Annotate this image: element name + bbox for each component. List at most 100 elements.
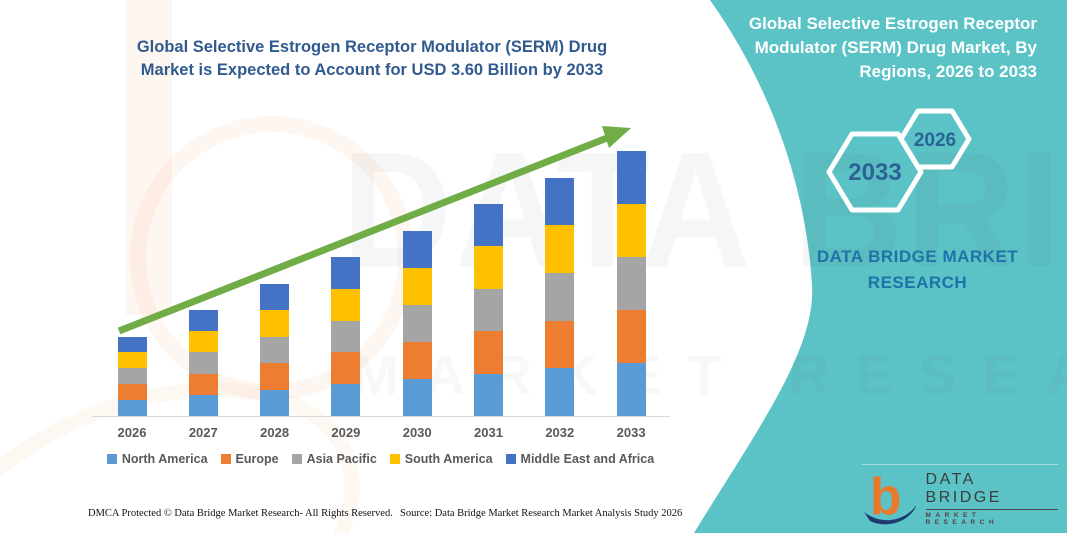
segment-asia-pacific [188,352,218,374]
segment-south-america [117,352,147,369]
logo-text: DATA BRIDGE MARKET RESEARCH [925,471,1058,526]
x-axis-label-2030: 2030 [402,425,432,440]
x-axis-line [92,416,670,417]
legend-label: Middle East and Africa [520,452,655,466]
segment-north-america [474,373,503,416]
legend-item-middle-east-and-africa: Middle East and Africa [505,452,655,466]
segment-asia-pacific [545,272,575,321]
panel-title-line1: Global Selective Estrogen Receptor [748,14,1037,33]
legend-swatch-icon [291,454,302,464]
segment-asia-pacific [616,257,646,311]
panel-title-line2: Modulator (SERM) Drug Market, By [754,38,1037,58]
panel-title: Global Selective Estrogen Receptor Modul… [717,12,1037,84]
segment-middle-east-and-africa [260,283,290,311]
legend-label: North America [121,452,208,466]
segment-europe [331,352,361,385]
segment-middle-east-and-africa [117,336,147,353]
footer-dmca-text: DMCA Protected © Data Bridge Market Rese… [88,508,393,519]
segment-europe [402,341,432,379]
bar-2027 [188,310,218,416]
segment-north-america [188,394,218,416]
segment-south-america [188,331,218,353]
bar-2026 [117,336,147,416]
legend-item-north-america: North America [106,452,208,466]
x-axis-label-2033: 2033 [616,425,646,440]
segment-middle-east-and-africa [474,204,503,247]
svg-text:b: b [870,472,902,525]
logo-tagline: MARKET RESEARCH [925,512,999,526]
segment-middle-east-and-africa [402,230,432,268]
segment-north-america [616,363,646,416]
segment-europe [117,384,147,401]
x-axis-label-2029: 2029 [331,425,361,440]
segment-north-america [545,368,575,416]
legend-swatch-icon [106,454,117,464]
segment-asia-pacific [331,320,361,353]
segment-asia-pacific [260,336,290,364]
hexagon-2033-label: 2033 [848,159,901,186]
segment-north-america [402,378,432,416]
segment-asia-pacific [474,288,503,332]
year-hexagons: 2033 2026 [826,108,972,213]
segment-europe [474,331,503,374]
company-logo: b DATA BRIDGE MARKET RESEARCH [862,464,1058,526]
segment-south-america [474,246,503,289]
segment-asia-pacific [402,304,432,342]
hexagon-2033 [826,131,924,213]
x-axis-label-2028: 2028 [260,425,290,440]
segment-middle-east-and-africa [545,177,575,226]
legend-item-south-america: South America [389,452,493,466]
legend-item-europe: Europe [220,452,279,466]
segment-south-america [402,267,432,305]
segment-europe [545,320,575,369]
segment-north-america [260,389,290,416]
chart-title: Global Selective Estrogen Receptor Modul… [88,36,656,83]
hexagon-2026-label: 2026 [914,130,956,151]
chart-title-line1: Global Selective Estrogen Receptor Modul… [136,38,608,56]
x-axis-label-2031: 2031 [474,425,503,440]
legend-label: Europe [235,452,279,466]
legend-swatch-icon [220,454,231,464]
logo-b-icon: b [863,472,917,525]
bar-2032 [545,177,575,416]
x-axis-label-2032: 2032 [545,425,575,440]
footer-source-text: Source: Data Bridge Market Research Mark… [400,508,683,519]
chart-title-line2: Market is Expected to Account for USD 3.… [140,61,604,80]
panel-title-line3: Regions, 2026 to 2033 [859,62,1037,82]
legend-swatch-icon [389,454,400,464]
segment-europe [260,363,290,390]
segment-north-america [117,400,147,416]
bar-2029 [331,257,361,416]
legend-label: Asia Pacific [306,452,377,466]
segment-asia-pacific [117,368,147,385]
chart-legend: North America Europe Asia Pacific South Ame… [88,452,673,466]
brand-text: DATA BRIDGE MARKET RESEARCH [770,244,1065,295]
x-axis-label-2027: 2027 [188,425,218,440]
segment-south-america [260,310,290,337]
segment-europe [616,310,646,363]
logo-name: DATA BRIDGE [925,471,1058,510]
legend-swatch-icon [505,454,516,464]
brand-text-line2: RESEARCH [867,272,968,292]
bar-2033 [616,151,646,416]
bar-2028 [260,283,290,416]
segment-south-america [545,225,575,273]
brand-text-line1: DATA BRIDGE MARKET [816,247,1019,266]
bar-2031 [474,204,503,416]
hexagon-2026 [898,108,972,170]
legend-item-asia-pacific: Asia Pacific [291,452,377,466]
segment-south-america [331,288,361,321]
x-axis-label-2026: 2026 [117,425,147,440]
segment-middle-east-and-africa [331,257,361,289]
segment-middle-east-and-africa [188,310,218,332]
bar-2030 [402,230,432,416]
segment-north-america [331,384,361,416]
legend-label: South America [404,452,493,466]
segment-south-america [616,204,646,258]
segment-europe [188,373,218,395]
segment-middle-east-and-africa [616,151,646,205]
